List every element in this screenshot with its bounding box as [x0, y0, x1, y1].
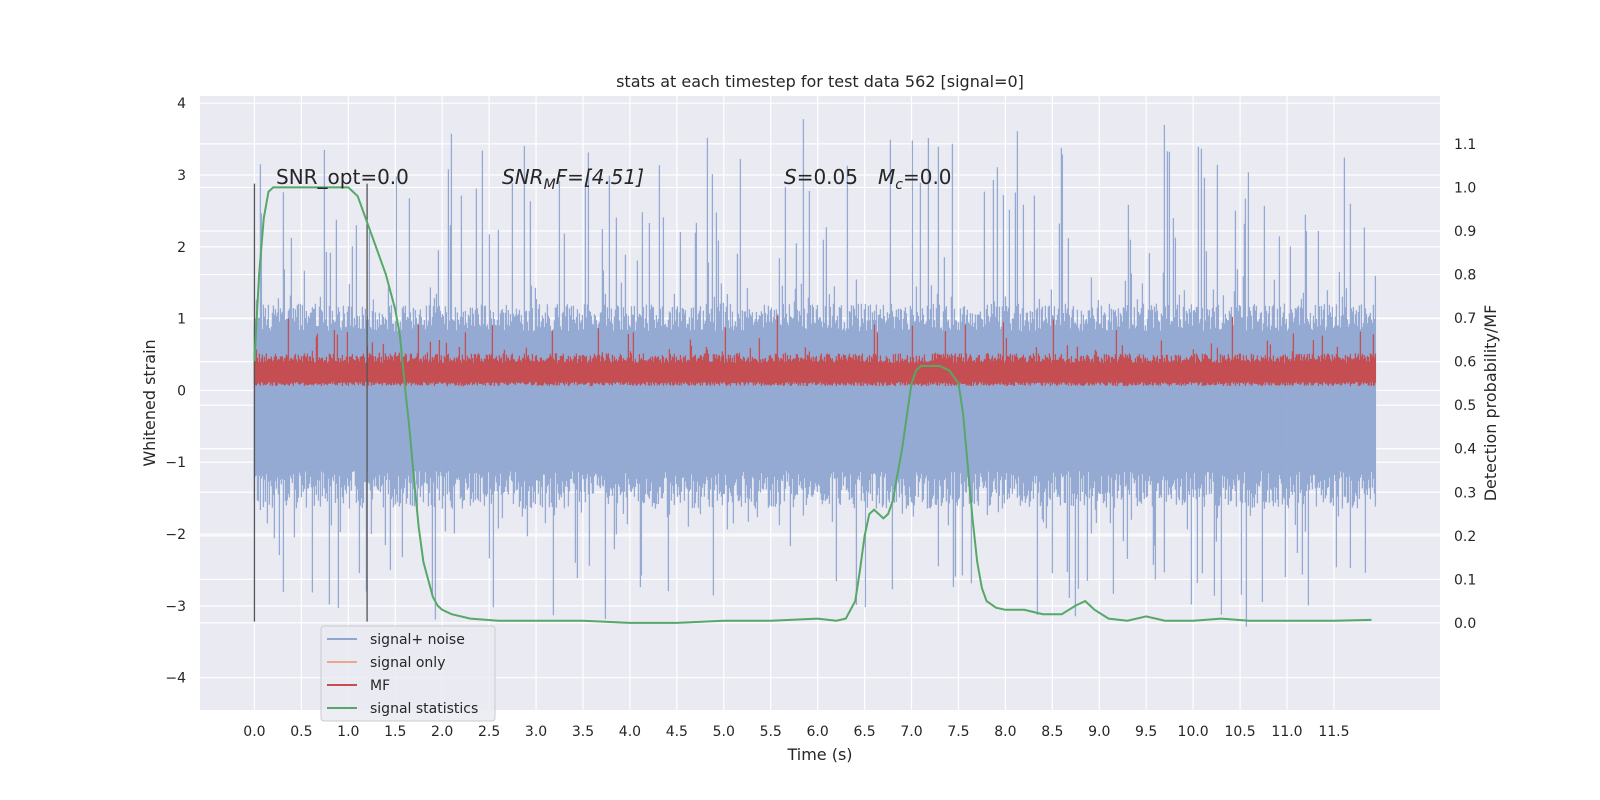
x-tick-label: 1.5: [384, 724, 406, 740]
legend-label-signal-statistics: signal statistics: [370, 701, 478, 717]
annotation-snr-mf: SNRMF=[4.51]: [502, 165, 644, 193]
y-tick-label-left: 0: [177, 383, 186, 399]
y-tick-label-right: 0.2: [1454, 529, 1476, 545]
x-tick-label: 8.5: [1041, 724, 1063, 740]
legend-item-signal-noise: signal+ noise: [327, 632, 465, 648]
annotation-snr-mf-sub: M: [544, 177, 556, 193]
y-axis-label-left: Whitened strain: [140, 339, 159, 466]
y-tick-label-left: −4: [165, 671, 186, 687]
y-tick-label-right: 0.5: [1454, 398, 1476, 414]
y-tick-label-left: 1: [177, 312, 186, 328]
x-tick-label: 7.0: [900, 724, 922, 740]
x-tick-label: 6.0: [807, 724, 829, 740]
x-tick-label: 4.0: [619, 724, 641, 740]
legend-frame: [320, 625, 496, 722]
annotation-s-value: =0.05: [797, 165, 858, 189]
y-tick-labels-left: 4 3 2 1 0 −1 −2 −3 −4: [165, 96, 186, 687]
annotation-mc-base: M: [878, 165, 895, 189]
annotation-mc: Mc=0.0: [878, 165, 952, 193]
y-tick-label-right: 0.8: [1454, 268, 1476, 284]
annotation-snr-mf-rest: F=[4.51]: [556, 165, 644, 189]
x-tick-label: 3.5: [572, 724, 594, 740]
x-tick-label: 0.5: [290, 724, 312, 740]
legend-item-mf: MF: [327, 678, 390, 694]
legend-label-signal-only: signal only: [370, 655, 445, 671]
annotation-s-label: S: [784, 165, 797, 189]
y-tick-label-left: −1: [165, 455, 186, 471]
x-tick-label: 9.5: [1135, 724, 1157, 740]
y-tick-label-left: 2: [177, 240, 186, 256]
x-tick-label: 10.0: [1178, 724, 1209, 740]
x-tick-label: 5.0: [713, 724, 735, 740]
y-tick-label-left: 3: [177, 168, 186, 184]
series-layer: [253, 119, 1377, 627]
legend-item-signal-only: signal only: [327, 655, 445, 671]
x-tick-labels: 0.0 0.5 1.0 1.5 2.0 2.5 3.0 3.5 4.0 4.5 5.0 5.5 6.0 6…: [243, 724, 1349, 740]
x-tick-label: 2.0: [431, 724, 453, 740]
y-tick-label-right: 0.7: [1454, 311, 1476, 327]
y-tick-label-left: −3: [165, 599, 186, 615]
signal-statistics-line: [253, 186, 1372, 624]
x-tick-label: 2.5: [478, 724, 500, 740]
y-tick-label-right: 1.1: [1454, 137, 1476, 153]
y-tick-labels-right: 1.1 1.0 0.9 0.8 0.7 0.6 0.5 0.4 0.3 0.2 0.1 0.0: [1454, 137, 1476, 632]
x-tick-label: 7.5: [947, 724, 969, 740]
y-tick-label-left: −2: [165, 527, 186, 543]
x-tick-label: 3.0: [525, 724, 547, 740]
x-tick-label: 4.5: [666, 724, 688, 740]
annotation-snr-opt: SNR_opt=0.0: [276, 165, 409, 189]
y-tick-label-right: 0.4: [1454, 442, 1476, 458]
x-tick-label: 0.0: [243, 724, 265, 740]
annotation-mc-value: =0.0: [903, 165, 952, 189]
y-tick-label-right: 0.6: [1454, 355, 1476, 371]
x-tick-label: 11.5: [1318, 724, 1349, 740]
x-tick-label: 1.0: [337, 724, 359, 740]
y-tick-label-right: 0.1: [1454, 572, 1476, 588]
x-tick-label: 5.5: [760, 724, 782, 740]
annotation-s: S=0.05: [784, 165, 858, 189]
x-axis-label: Time (s): [786, 745, 852, 764]
x-tick-label: 6.5: [853, 724, 875, 740]
y-tick-label-right: 0.3: [1454, 485, 1476, 501]
legend-item-signal-statistics: signal statistics: [327, 701, 478, 717]
y-tick-label-right: 1.0: [1454, 180, 1476, 196]
y-tick-label-right: 0.9: [1454, 224, 1476, 240]
y-tick-label-right: 0.0: [1454, 616, 1476, 632]
chart-title: stats at each timestep for test data 562…: [616, 72, 1024, 91]
y-axis-label-right: Detection probability/MF: [1481, 305, 1500, 502]
annotation-snr-mf-base: SNR: [502, 165, 544, 189]
annotation-mc-sub: c: [895, 177, 903, 193]
legend-label-mf: MF: [370, 678, 390, 694]
legend-label-signal-noise: signal+ noise: [370, 632, 465, 648]
legend: signal+ noise signal only MF signal stat…: [320, 625, 496, 722]
x-tick-label: 11.0: [1271, 724, 1302, 740]
x-tick-label: 10.5: [1224, 724, 1255, 740]
y-tick-label-left: 4: [177, 96, 186, 112]
x-tick-label: 9.0: [1088, 724, 1110, 740]
x-tick-label: 8.0: [994, 724, 1016, 740]
